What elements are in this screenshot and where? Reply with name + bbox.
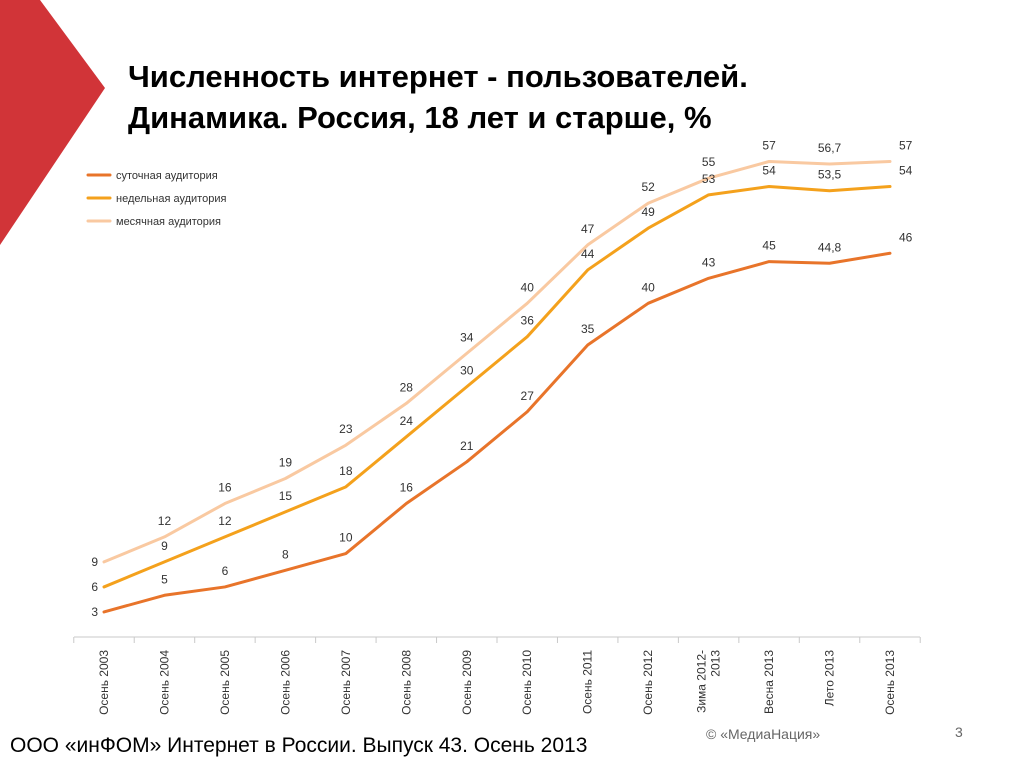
x-tick-label-line: 2013 [709, 650, 723, 677]
x-tick-label-line: Осень 2003 [97, 650, 111, 715]
data-label: 23 [339, 422, 353, 436]
data-label: 44,8 [818, 240, 842, 254]
copyright-text: © «МедиаНация» [706, 726, 821, 742]
x-tick-label: Осень 2009 [460, 650, 474, 715]
data-label: 54 [899, 164, 913, 178]
red-decoration [0, 0, 105, 245]
data-label: 3 [91, 605, 98, 619]
data-label: 57 [899, 139, 913, 153]
x-tick-label: Осень 2010 [520, 650, 534, 715]
data-label: 35 [581, 322, 595, 336]
data-label: 16 [218, 481, 232, 495]
series-line [102, 251, 892, 614]
series-line [102, 160, 892, 564]
data-label: 18 [339, 464, 353, 478]
data-label: 44 [581, 247, 595, 261]
x-tick-label-line: Осень 2008 [399, 650, 413, 715]
page-number: 3 [955, 724, 963, 740]
title-line-2: Динамика. Россия, 18 лет и старше, % [128, 100, 712, 135]
data-label: 36 [521, 314, 535, 328]
data-label: 9 [161, 539, 168, 553]
data-label: 19 [279, 456, 293, 470]
data-label: 52 [641, 180, 655, 194]
data-label: 53,5 [818, 168, 842, 182]
x-tick-label: Весна 2013 [762, 650, 776, 714]
data-label: 5 [161, 572, 168, 586]
x-tick-label-line: Осень 2009 [460, 650, 474, 715]
x-tick-label: Осень 2007 [339, 650, 353, 715]
data-label: 53 [702, 172, 716, 186]
x-tick-label-line: Осень 2006 [278, 650, 292, 715]
data-label: 40 [641, 280, 655, 294]
data-label: 16 [400, 481, 414, 495]
data-label: 40 [521, 280, 535, 294]
data-label: 28 [400, 380, 414, 394]
data-label: 45 [762, 239, 776, 253]
slide-title: Численность интернет - пользователей. Ди… [128, 56, 748, 138]
x-tick-label: Осень 2008 [399, 650, 413, 715]
x-tick-label: Осень 2003 [97, 650, 111, 715]
x-axis-ticks [73, 637, 921, 643]
legend-label: месячная аудитория [116, 216, 221, 228]
data-label: 57 [762, 139, 776, 153]
x-tick-label-line: Лето 2013 [823, 650, 837, 707]
data-label: 54 [762, 164, 776, 178]
x-tick-label: Зима 2012-2013 [695, 650, 723, 713]
x-tick-label-line: Осень 2005 [218, 650, 232, 715]
data-label: 55 [702, 155, 716, 169]
x-tick-label: Лето 2013 [823, 650, 837, 707]
x-tick-label: Осень 2006 [278, 650, 292, 715]
x-tick-label: Осень 2004 [157, 650, 171, 715]
legend-label: суточная аудитория [116, 170, 218, 182]
x-tick-label-line: Осень 2013 [883, 650, 897, 715]
data-label: 12 [158, 514, 172, 528]
x-tick-label: Осень 2005 [218, 650, 232, 715]
data-label: 43 [702, 255, 716, 269]
data-label: 24 [400, 414, 414, 428]
data-label: 46 [899, 230, 913, 244]
data-label: 9 [91, 555, 98, 569]
x-tick-label: Осень 2012 [641, 650, 655, 715]
data-label: 30 [460, 364, 474, 378]
chart-legend: суточная аудитория недельная аудитория мес… [86, 170, 226, 228]
x-tick-label-line: Осень 2011 [581, 650, 595, 714]
title-line-1: Численность интернет - пользователей. [128, 59, 748, 94]
data-label: 8 [282, 547, 289, 561]
x-tick-label: Осень 2013 [883, 650, 897, 715]
legend-label: недельная аудитория [116, 193, 226, 205]
footer-source: ООО «инФОМ» Интернет в России. Выпуск 43… [10, 734, 588, 757]
data-label: 12 [218, 514, 232, 528]
x-tick-label: Осень 2011 [581, 650, 595, 714]
data-label: 15 [279, 489, 293, 503]
data-label: 6 [222, 564, 229, 578]
data-label: 6 [91, 580, 98, 594]
data-label: 56,7 [818, 141, 842, 155]
x-tick-label-line: Весна 2013 [762, 650, 776, 714]
data-label: 27 [521, 389, 535, 403]
series-lines [102, 160, 892, 614]
x-tick-label-line: Зима 2012- [695, 650, 709, 713]
x-axis-labels: Осень 2003 Осень 2004 Осень 2005 Осень 2006… [97, 650, 897, 715]
data-label: 47 [581, 222, 595, 236]
series-line [102, 185, 892, 589]
x-tick-label-line: Осень 2007 [339, 650, 353, 715]
x-tick-label-line: Осень 2004 [157, 650, 171, 715]
data-label: 34 [460, 330, 474, 344]
x-tick-label-line: Осень 2012 [641, 650, 655, 715]
x-tick-label-line: Осень 2010 [520, 650, 534, 715]
data-label: 21 [460, 439, 474, 453]
data-label: 49 [641, 205, 655, 219]
data-label: 10 [339, 531, 353, 545]
